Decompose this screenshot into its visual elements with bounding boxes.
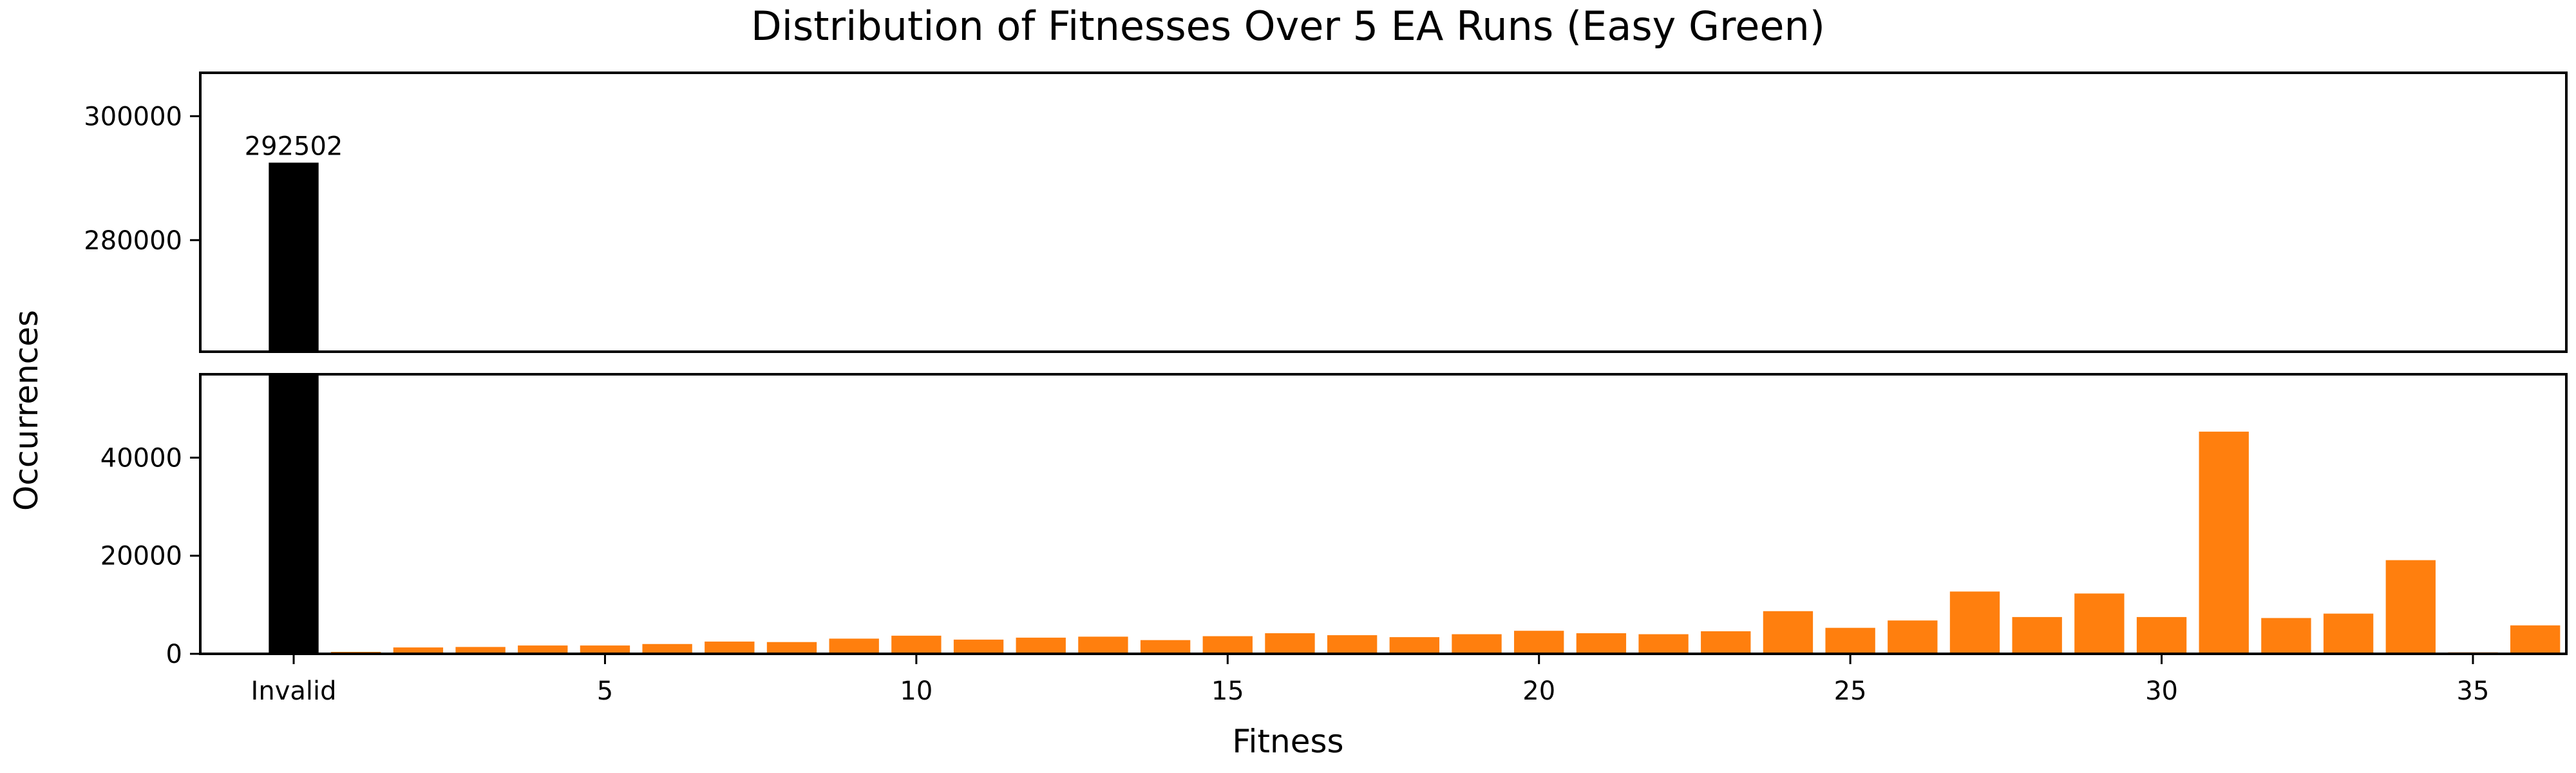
bottom-panel: 0 20000 40000 Invalid 5 10 15 20 25 30 35 — [100, 373, 2568, 706]
fitness-bar — [2510, 625, 2561, 654]
fitness-bar — [2261, 618, 2311, 654]
fitness-bar — [1202, 636, 1253, 654]
x-tick-label: 5 — [597, 676, 613, 706]
fitness-bar — [1701, 631, 1751, 654]
fitness-bar — [1638, 634, 1689, 654]
fitness-bar — [1016, 637, 1066, 654]
fitness-bar — [518, 645, 568, 654]
fitness-bar — [642, 644, 692, 654]
fitness-bar — [891, 635, 942, 654]
bottom-y-tick-label: 20000 — [100, 542, 182, 571]
fitness-bar — [1763, 611, 1814, 654]
invalid-bar — [269, 162, 319, 352]
x-tick-label: Invalid — [251, 676, 337, 706]
fitness-bar — [953, 639, 1004, 654]
bottom-panel-y-axis: 0 20000 40000 — [100, 443, 200, 669]
fitness-bar — [580, 645, 630, 654]
fitness-bar — [2074, 593, 2125, 654]
fitness-bar — [2199, 432, 2249, 654]
fitness-bar — [1140, 640, 1191, 654]
top-panel-y-axis: 280000 300000 — [84, 102, 200, 256]
x-axis: Invalid 5 10 15 20 25 30 35 — [251, 654, 2490, 706]
fitness-bar — [2136, 616, 2187, 654]
x-tick-label: 15 — [1211, 676, 1244, 706]
x-axis-title: Fitness — [1232, 723, 1343, 760]
fitness-bar — [1949, 591, 2000, 654]
x-tick-label: 35 — [2457, 676, 2490, 706]
bottom-panel-bars — [269, 374, 2561, 654]
x-tick-label: 10 — [900, 676, 933, 706]
fitness-bar — [1888, 620, 1938, 654]
fitness-bar — [2323, 613, 2374, 654]
fitness-bar — [1514, 631, 1564, 654]
fitness-bar — [1078, 636, 1128, 654]
top-panel: 292502 280000 300000 — [84, 72, 2568, 353]
invalid-bar — [269, 374, 319, 654]
fitness-bar — [1327, 635, 1378, 654]
top-panel-bars: 292502 — [245, 132, 343, 352]
bottom-y-tick-label: 40000 — [100, 443, 182, 473]
top-y-tick-label: 300000 — [84, 102, 182, 131]
fitness-bar — [455, 647, 506, 654]
fitness-bar — [1452, 634, 1502, 654]
fitness-bar — [1825, 627, 1875, 654]
fitness-bar — [1576, 633, 1627, 654]
fitness-bar — [1389, 637, 1440, 654]
x-tick-label: 25 — [1834, 676, 1867, 706]
x-tick-label: 30 — [2145, 676, 2178, 706]
y-axis-title: Occurrences — [8, 310, 45, 511]
fitness-bar — [393, 647, 444, 654]
invalid-value-label: 292502 — [245, 132, 343, 162]
fitness-bar — [1265, 633, 1315, 654]
x-tick-label: 20 — [1522, 676, 1555, 706]
fitness-bar — [705, 641, 755, 654]
bottom-panel-frame — [199, 373, 2568, 655]
top-y-tick-label: 280000 — [84, 226, 182, 256]
top-panel-frame — [199, 72, 2568, 353]
chart-title: Distribution of Fitnesses Over 5 EA Runs… — [751, 3, 1825, 50]
fitness-bar — [2385, 560, 2436, 654]
fitness-bar — [766, 642, 817, 654]
fitness-bar — [829, 638, 879, 654]
bottom-y-tick-label: 0 — [166, 640, 182, 669]
fitness-bar — [2012, 616, 2062, 654]
